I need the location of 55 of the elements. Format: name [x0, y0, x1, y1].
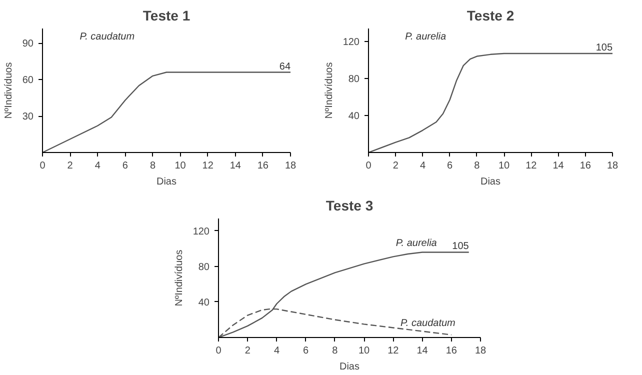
- x-tick-label: 8: [150, 160, 156, 172]
- y-tick-label: 80: [198, 262, 210, 273]
- x-tick-label: 16: [446, 346, 458, 356]
- x-tick-label: 8: [474, 160, 480, 172]
- x-tick-label: 14: [230, 160, 242, 172]
- x-tick-label: 10: [498, 160, 510, 172]
- y-tick-label: 120: [192, 226, 210, 238]
- x-tick-label: 0: [366, 160, 372, 172]
- x-axis-title: Dias: [340, 362, 360, 372]
- y-axis-title: NºIndivíduos: [174, 250, 185, 306]
- annotation: 105: [596, 42, 613, 54]
- x-tick-label: 6: [303, 346, 310, 356]
- y-tick-label: 40: [198, 297, 210, 308]
- text: P. caudatum: [80, 32, 135, 43]
- annotation: 64: [279, 61, 291, 72]
- x-tick-label: 14: [416, 346, 428, 356]
- x-axis-title: Dias: [156, 176, 177, 188]
- chart-title: Teste 3: [326, 198, 374, 214]
- x-tick-label: 6: [447, 160, 454, 172]
- x-tick-label: 18: [284, 160, 296, 172]
- x-axis-title: Dias: [480, 176, 501, 188]
- x-tick-label: 10: [358, 346, 370, 356]
- x-tick-label: 0: [40, 160, 46, 172]
- y-tick-label: 60: [22, 75, 34, 86]
- x-tick-label: 4: [274, 346, 280, 356]
- y-tick-label: 120: [342, 36, 360, 48]
- x-tick-label: 8: [332, 346, 338, 356]
- x-tick-label: 2: [67, 160, 74, 172]
- x-tick-label: 6: [122, 160, 128, 172]
- chart-title: Teste 2: [466, 8, 514, 24]
- y-axis-title: NºIndivíduos: [3, 62, 14, 119]
- x-tick-label: 12: [388, 346, 400, 356]
- x-tick-label: 18: [606, 160, 618, 172]
- x-tick-label: 18: [474, 346, 486, 356]
- x-tick-label: 12: [526, 160, 538, 172]
- series-label: P. aurelia: [396, 238, 438, 250]
- annotation: 105: [452, 241, 470, 252]
- x-tick-label: 4: [94, 160, 101, 172]
- x-tick-label: 16: [580, 160, 592, 172]
- y-tick-label: 80: [348, 74, 360, 85]
- y-tick-label: 90: [22, 38, 34, 50]
- x-tick-label: 0: [216, 346, 222, 356]
- series-label: P. caudatum: [400, 318, 456, 329]
- chart-title: Teste 1: [142, 8, 190, 24]
- x-tick-label: 10: [174, 160, 186, 172]
- x-tick-label: 2: [392, 160, 399, 172]
- x-tick-label: 2: [244, 346, 251, 356]
- y-axis-title: NºIndivíduos: [324, 62, 335, 119]
- x-tick-label: 16: [257, 160, 269, 172]
- text: P. aurelia: [405, 32, 446, 43]
- x-tick-label: 14: [552, 160, 564, 172]
- x-tick-label: 12: [202, 160, 214, 172]
- x-tick-label: 4: [420, 160, 426, 172]
- y-tick-label: 40: [348, 110, 360, 122]
- y-tick-label: 30: [22, 112, 34, 123]
